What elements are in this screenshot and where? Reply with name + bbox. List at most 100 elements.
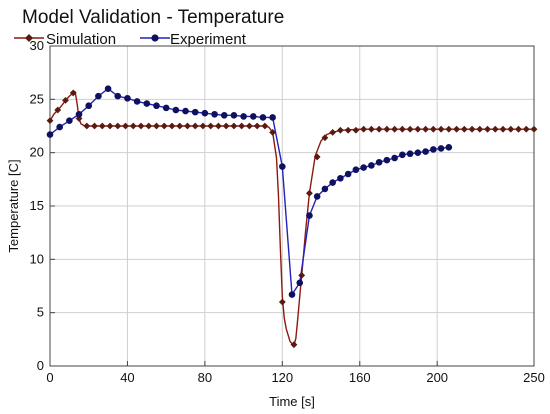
y-tick-label: 10: [30, 251, 44, 266]
data-point-experiment: [414, 149, 422, 156]
data-point-simulation: [522, 125, 530, 133]
data-point-simulation: [176, 122, 184, 130]
data-point-experiment: [124, 94, 131, 102]
data-point-simulation: [491, 125, 499, 133]
data-point-simulation: [422, 125, 429, 133]
data-point-experiment: [46, 131, 54, 138]
data-point-experiment: [162, 104, 170, 112]
data-point-simulation: [391, 125, 399, 133]
data-point-simulation: [360, 125, 368, 133]
y-tick-label: 5: [37, 305, 44, 320]
data-point-simulation: [238, 122, 246, 130]
data-point-experiment: [85, 102, 93, 110]
legend-label-simulation: Simulation: [46, 31, 116, 48]
data-point-simulation: [306, 189, 313, 197]
data-point-simulation: [321, 134, 329, 142]
data-point-simulation: [62, 97, 69, 104]
data-point-simulation: [375, 125, 383, 133]
data-point-simulation: [530, 125, 538, 133]
data-point-experiment: [143, 100, 151, 107]
data-point-simulation: [46, 117, 54, 125]
data-point-experiment: [422, 148, 429, 155]
data-point-simulation: [445, 125, 453, 133]
data-point-experiment: [269, 114, 276, 121]
legend-marker-experiment: [151, 34, 159, 42]
data-point-experiment: [259, 114, 267, 121]
data-point-simulation: [207, 122, 215, 130]
grid: [50, 46, 534, 366]
data-point-experiment: [279, 163, 286, 170]
data-point-simulation: [191, 122, 199, 130]
data-point-simulation: [222, 122, 230, 130]
data-point-experiment: [172, 106, 180, 114]
data-point-simulation: [499, 125, 507, 133]
x-tick-label: 80: [198, 370, 212, 385]
x-tick-label: 250: [523, 370, 545, 385]
data-point-simulation: [184, 122, 191, 130]
data-point-simulation: [269, 129, 277, 136]
data-point-simulation: [98, 122, 106, 130]
chart-title: Model Validation - Temperature: [22, 7, 284, 28]
data-point-simulation: [453, 125, 460, 133]
legend-label-experiment: Experiment: [170, 31, 247, 48]
data-point-simulation: [137, 122, 145, 130]
y-tick-label: 20: [30, 145, 44, 160]
data-point-simulation: [460, 125, 468, 133]
data-point-simulation: [83, 122, 91, 130]
data-point-experiment: [368, 162, 375, 169]
data-point-simulation: [414, 125, 422, 133]
data-point-simulation: [168, 122, 176, 130]
x-tick-label: 0: [46, 370, 53, 385]
data-point-experiment: [220, 112, 228, 119]
data-point-experiment: [352, 166, 360, 174]
data-point-simulation: [114, 122, 122, 130]
series-markers: [46, 85, 538, 349]
data-point-experiment: [313, 193, 321, 200]
data-point-simulation: [246, 122, 253, 130]
data-point-simulation: [383, 125, 391, 133]
data-point-simulation: [429, 125, 437, 133]
data-point-simulation: [398, 125, 406, 133]
data-point-simulation: [106, 122, 114, 130]
data-point-simulation: [91, 122, 98, 130]
data-point-experiment: [211, 110, 218, 118]
data-point-experiment: [306, 212, 313, 219]
data-point-experiment: [445, 144, 453, 151]
x-tick-label: 160: [349, 370, 371, 385]
data-point-simulation: [367, 125, 375, 133]
data-point-simulation: [230, 122, 238, 130]
series-lines: [49, 87, 534, 347]
data-point-experiment: [321, 185, 329, 193]
data-point-experiment: [201, 109, 209, 117]
data-point-experiment: [430, 146, 437, 153]
data-point-simulation: [129, 122, 137, 130]
data-point-experiment: [391, 154, 398, 162]
series-line-simulation: [49, 91, 534, 347]
legend-marker-simulation: [25, 34, 33, 42]
y-tick-label: 25: [30, 91, 44, 106]
data-point-experiment: [375, 158, 383, 166]
data-point-experiment: [56, 123, 63, 131]
x-tick-label: 40: [120, 370, 134, 385]
data-point-experiment: [104, 85, 112, 92]
data-point-simulation: [476, 125, 484, 133]
data-point-simulation: [507, 125, 515, 133]
y-tick-label: 30: [30, 38, 44, 53]
data-point-simulation: [261, 122, 269, 130]
data-point-simulation: [199, 122, 207, 130]
data-point-experiment: [288, 291, 296, 298]
data-point-experiment: [337, 174, 344, 182]
y-tick-label: 15: [30, 198, 44, 213]
data-point-experiment: [437, 145, 445, 152]
data-point-simulation: [290, 341, 298, 349]
data-point-simulation: [160, 122, 168, 130]
data-point-simulation: [215, 122, 222, 130]
data-point-simulation: [484, 125, 491, 133]
data-point-experiment: [360, 164, 367, 171]
data-point-experiment: [240, 113, 247, 120]
y-axis-ticks: 0 5 10 15 20 25 30: [30, 38, 55, 373]
data-point-simulation: [75, 115, 83, 122]
data-point-experiment: [182, 107, 189, 115]
data-point-experiment: [191, 108, 199, 116]
